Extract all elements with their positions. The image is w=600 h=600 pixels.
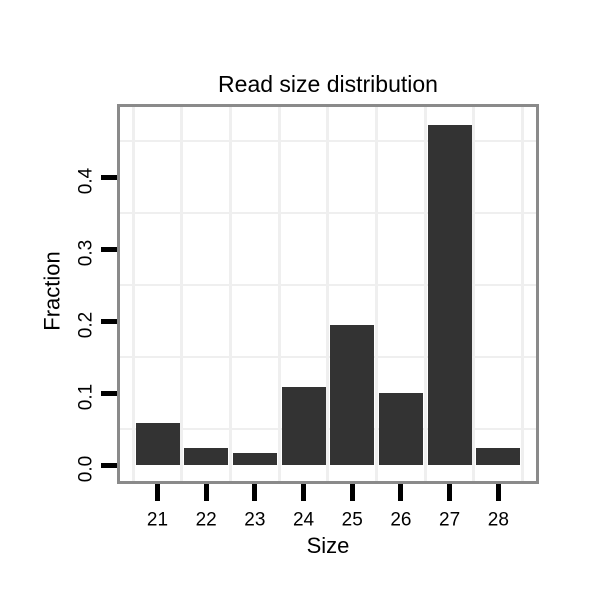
x-axis-tick-label: 22 [195, 509, 217, 531]
x-axis-tick-label: 28 [487, 509, 509, 531]
y-axis-tick-label: 0.1 [75, 383, 97, 411]
bar-size-23 [232, 453, 277, 465]
bar-size-25 [330, 325, 375, 465]
bar-size-26 [378, 393, 423, 465]
bar-size-28 [476, 447, 521, 465]
y-axis-tick-label: 0.3 [75, 239, 97, 267]
gridline-horizontal [120, 140, 536, 142]
y-axis-tick [101, 390, 117, 396]
y-axis-title: Fraction [39, 251, 65, 331]
x-axis-tick [301, 484, 307, 501]
gridline-vertical [326, 107, 330, 481]
x-axis-title: Size [306, 533, 350, 558]
y-axis-tick [101, 174, 117, 180]
gridline-vertical [180, 107, 184, 481]
x-axis-tick [398, 484, 404, 501]
y-axis-tick-label: 0.2 [75, 311, 97, 339]
y-axis-tick [101, 246, 117, 252]
x-axis-tick [155, 484, 160, 501]
y-axis-tick [101, 462, 117, 468]
y-axis-tick [101, 318, 117, 324]
gridline-horizontal [120, 356, 536, 358]
x-axis-tick [447, 484, 453, 501]
bar-size-22 [184, 447, 229, 465]
gridline-horizontal [120, 284, 536, 286]
x-axis-tick-label: 23 [244, 509, 266, 531]
y-axis-tick-label: 0.4 [75, 167, 97, 195]
gridline-vertical [521, 107, 525, 481]
x-axis-tick [349, 484, 355, 501]
x-axis-tick-label: 24 [292, 509, 315, 531]
x-axis-tick-label: 25 [341, 509, 363, 531]
gridline-vertical [375, 107, 379, 481]
plot-panel [117, 104, 539, 484]
chart-title: Read size distribution [218, 71, 438, 97]
gridline-vertical [229, 107, 233, 481]
x-axis-tick [495, 484, 501, 501]
gridline-horizontal [120, 212, 536, 214]
gridline-vertical [277, 107, 281, 481]
bar-size-21 [135, 423, 180, 465]
x-axis-tick-label: 21 [146, 509, 169, 531]
x-axis-tick-label: 26 [390, 509, 412, 531]
x-axis-tick [203, 484, 209, 501]
gridline-vertical [131, 107, 135, 481]
gridline-vertical [472, 107, 476, 481]
y-axis-tick-label: 0.0 [75, 455, 97, 483]
gridline-vertical [423, 107, 427, 481]
gridline-horizontal [120, 428, 536, 430]
bar-size-27 [427, 125, 472, 465]
bar-size-24 [281, 387, 326, 465]
x-axis-tick-label: 27 [439, 509, 461, 531]
x-axis-tick [252, 484, 258, 501]
